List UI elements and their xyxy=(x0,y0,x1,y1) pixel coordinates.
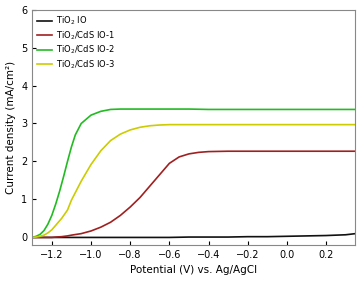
X-axis label: Potential (V) vs. Ag/AgCl: Potential (V) vs. Ag/AgCl xyxy=(130,266,257,275)
Y-axis label: Current density (mA/cm²): Current density (mA/cm²) xyxy=(5,61,16,194)
Legend: TiO$_2$ IO, TiO$_2$/CdS IO-1, TiO$_2$/CdS IO-2, TiO$_2$/CdS IO-3: TiO$_2$ IO, TiO$_2$/CdS IO-1, TiO$_2$/Cd… xyxy=(35,12,117,73)
